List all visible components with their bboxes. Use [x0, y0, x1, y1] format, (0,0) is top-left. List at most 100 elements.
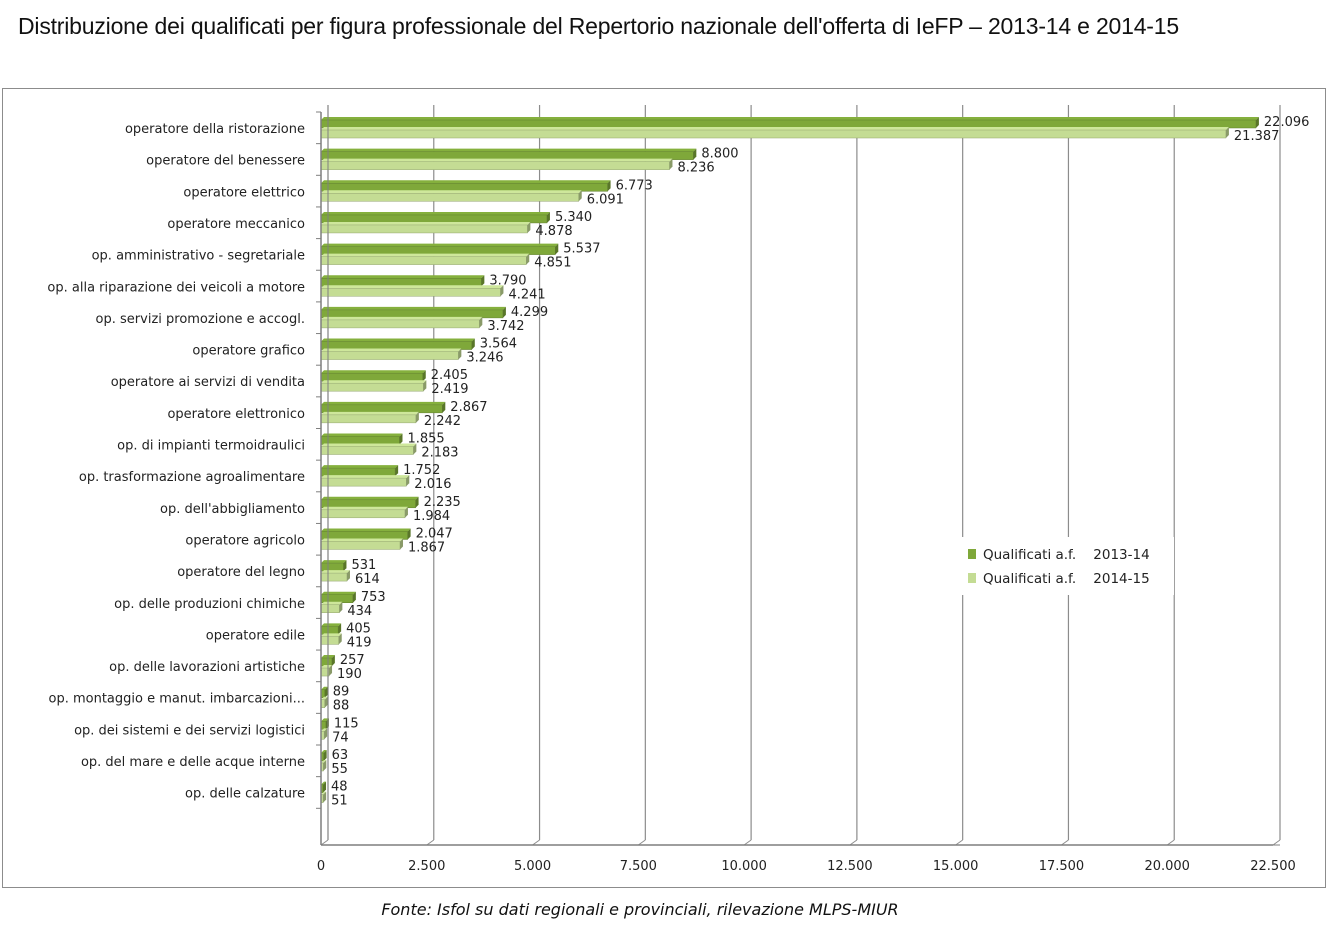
bar-side-face	[324, 686, 328, 698]
bar-side-face	[323, 750, 327, 761]
legend-swatch	[968, 573, 976, 583]
bar-side-face	[323, 760, 327, 771]
bar-top-face	[321, 285, 504, 289]
bar-side-face	[479, 316, 483, 328]
category-label: op. del mare e delle acque interne	[81, 755, 305, 770]
bar-top-face	[321, 158, 673, 162]
category-label: op. di impianti termoidraulici	[117, 439, 305, 454]
bar-top-face	[321, 633, 342, 637]
category-label: operatore del legno	[177, 565, 305, 580]
bar-top-face	[321, 338, 475, 342]
bar-side-face	[500, 285, 504, 297]
data-label: 5.340	[555, 210, 592, 225]
category-label: op. montaggio e manut. imbarcazioni...	[49, 692, 306, 707]
bar-side-face	[458, 348, 462, 360]
bar-top-face	[321, 117, 1259, 120]
legend-box	[960, 537, 1174, 595]
category-label: op. servizi promozione e accogl.	[96, 312, 305, 327]
category-label: op. delle calzature	[185, 787, 305, 802]
data-label: 190	[337, 667, 362, 682]
x-tick-label: 15.000	[933, 859, 979, 874]
bar-top-face	[321, 127, 1229, 130]
gridline-floor	[320, 839, 329, 846]
bar-top-face	[321, 190, 582, 194]
data-label: 8.800	[701, 147, 738, 162]
bar-top-face	[321, 465, 399, 469]
data-label: 88	[333, 699, 350, 714]
x-tick-label: 17.500	[1039, 859, 1085, 874]
bar-top-face	[321, 443, 417, 447]
bar-top-face	[321, 781, 327, 785]
data-label: 2.047	[416, 526, 453, 541]
bar-top-face	[321, 760, 327, 763]
category-label: op. alla riparazione dei veicoli a motor…	[47, 280, 305, 295]
bar-top-face	[321, 221, 531, 225]
bar-side-face	[555, 243, 559, 255]
bar-top-face	[321, 538, 403, 542]
x-tick-label: 0	[317, 859, 325, 874]
data-label: 1.855	[407, 432, 444, 447]
x-tick-label: 12.500	[827, 859, 873, 874]
x-tick-label: 22.500	[1250, 859, 1296, 874]
data-label: 3.246	[466, 351, 503, 366]
bar-side-face	[415, 496, 419, 508]
bar-2014-15	[320, 319, 480, 329]
bar-side-face	[481, 275, 485, 287]
category-label: op. delle lavorazioni artistiche	[109, 660, 305, 675]
bar-side-face	[404, 506, 408, 518]
data-label: 753	[361, 590, 386, 605]
bar-top-face	[321, 148, 697, 152]
category-label: op. trasformazione agroalimentare	[79, 470, 305, 485]
bar-2014-15	[320, 636, 339, 645]
data-label: 531	[351, 558, 376, 573]
bar-2013-14	[320, 151, 694, 160]
bar-top-face	[321, 718, 329, 722]
bar-side-face	[406, 475, 410, 487]
bar-top-face	[321, 728, 328, 732]
bar-2014-15	[320, 351, 459, 360]
x-tick-label: 10.000	[721, 859, 767, 874]
bar-top-face	[321, 401, 446, 405]
bar-top-face	[321, 306, 506, 310]
bar-side-face	[343, 560, 347, 572]
bar-top-face	[321, 496, 419, 500]
bar-side-face	[338, 633, 342, 645]
gridline-floor	[638, 839, 646, 846]
category-label: operatore della ristorazione	[125, 122, 305, 137]
bar-2014-15	[320, 256, 527, 265]
category-label: operatore grafico	[192, 344, 305, 359]
data-label: 2.242	[424, 414, 461, 429]
category-label: operatore ai servizi di vendita	[111, 375, 305, 390]
data-label: 6.773	[616, 178, 653, 193]
data-label: 115	[334, 716, 359, 731]
bar-top-face	[321, 433, 403, 437]
bar-2014-15	[320, 129, 1227, 139]
bar-2013-14	[320, 119, 1257, 129]
legend-label: Qualificati a.f. 2014-15	[983, 571, 1150, 587]
x-tick-label: 5.000	[514, 859, 551, 874]
data-label: 3.564	[480, 337, 517, 352]
data-label: 4.241	[508, 287, 545, 302]
bar-2014-15	[320, 161, 670, 170]
bar-2013-14	[320, 594, 354, 603]
bar-side-face	[399, 433, 403, 445]
bar-top-face	[321, 253, 530, 257]
bar-top-face	[321, 750, 327, 753]
data-label: 419	[347, 635, 372, 650]
bar-2013-14	[320, 372, 424, 382]
data-label: 22.096	[1264, 115, 1310, 130]
gridline-floor	[743, 839, 752, 846]
category-label: operatore elettrico	[183, 185, 305, 200]
bar-top-face	[321, 560, 347, 564]
bar-side-face	[1255, 117, 1259, 128]
gridline-floor	[1272, 839, 1281, 846]
category-label: op. dell'abbigliamento	[160, 502, 305, 517]
bar-side-face	[331, 655, 335, 667]
data-label: 21.387	[1234, 129, 1280, 144]
bar-side-face	[352, 591, 356, 603]
bar-top-face	[321, 623, 342, 627]
data-label: 89	[333, 685, 350, 700]
bar-top-face	[321, 275, 485, 279]
bar-side-face	[1225, 127, 1229, 138]
bar-side-face	[324, 696, 328, 708]
